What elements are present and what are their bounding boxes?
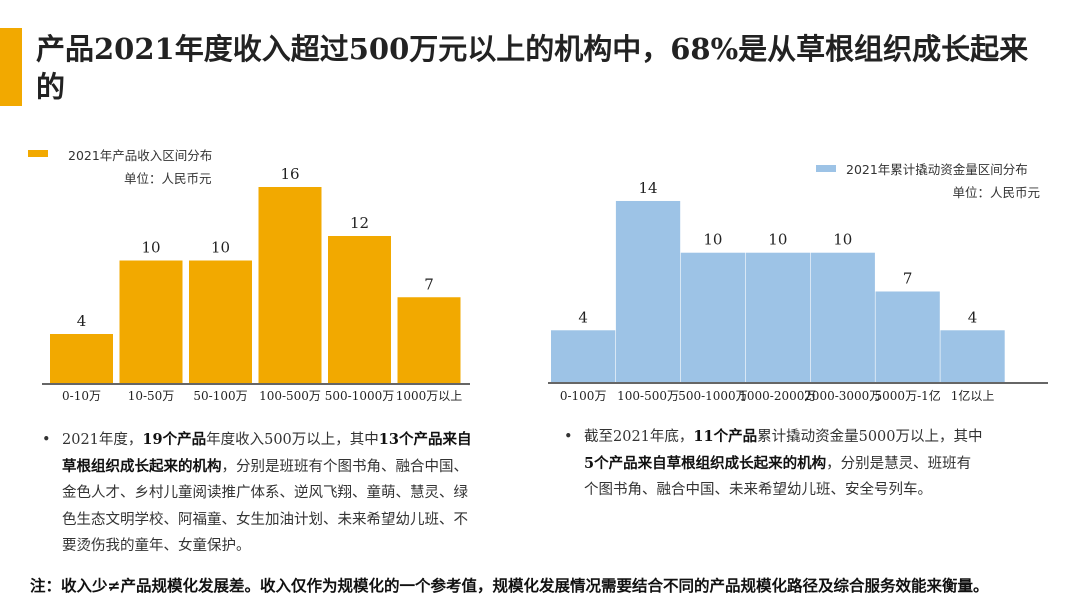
tick-label: 50-100万	[193, 389, 247, 403]
tick-label: 0-10万	[62, 389, 101, 403]
bar	[258, 187, 322, 383]
legend-swatch	[28, 150, 48, 157]
bar	[119, 260, 183, 383]
bullet-marker: •	[564, 429, 573, 445]
data-label: 10	[833, 231, 852, 249]
data-label: 7	[424, 275, 434, 293]
bar	[397, 297, 461, 383]
bar	[50, 334, 113, 383]
bullet-segment: 19个产品	[142, 431, 207, 448]
data-label: 16	[280, 165, 299, 183]
bar	[680, 252, 746, 382]
right-bullet-text: • 截至2021年底，11个产品累计撬动资金量5000万以上，其中 5个产品来自草…	[564, 424, 984, 504]
tick-label: 1000万以上	[396, 389, 463, 403]
data-label: 10	[703, 231, 722, 249]
legend-swatch	[816, 165, 836, 172]
footnote: 注：收入少≠产品规模化发展差。收入仅作为规模化的一个参考值，规模化发展情况需要结…	[30, 576, 989, 595]
bar	[189, 260, 252, 383]
page-title: 产品2021年度收入超过500万元以上的机构中，68%是从草根组织成长起来的	[36, 32, 1029, 104]
unit-label: 单位：人民币元	[952, 185, 1040, 200]
legend-label: 2021年产品收入区间分布	[68, 148, 212, 163]
tick-label: 100-500万	[259, 389, 321, 403]
bullet-segment: 11个产品	[693, 428, 758, 445]
bullet-segment: ，分别是慧灵、班班有个图书角、融合中国、未来希望幼儿班、安全号列车。	[584, 455, 972, 499]
bullet-segment: 截至2021年底，	[584, 429, 694, 445]
bullet-segment: 年度收入500万以上，其中	[206, 432, 379, 448]
data-label: 4	[968, 308, 978, 326]
legend-label: 2021年累计撬动资金量区间分布	[846, 162, 1028, 177]
bullet-segment: 2021年度，	[62, 432, 143, 448]
bullet-segment: 13个产品来自草根组织成长起来的机构	[62, 431, 472, 475]
data-label: 10	[211, 239, 230, 257]
bullet-segment: ，分别是班班有个图书角、融合中国、金色人才、乡村儿童阅读推广体系、逆风飞翔、童萌…	[62, 458, 468, 555]
bullet-marker: •	[42, 432, 51, 448]
tick-label: 500-1000万	[325, 389, 395, 403]
unit-label: 单位：人民币元	[124, 171, 212, 186]
bar	[940, 330, 1005, 382]
data-label: 4	[77, 312, 87, 330]
tick-label: 500-1000万	[678, 389, 748, 403]
bar	[328, 236, 391, 383]
data-label: 4	[578, 308, 588, 326]
bullet-segment: 累计撬动资金量5000万以上，其中	[757, 429, 983, 445]
bar	[745, 252, 810, 382]
data-label: 12	[350, 214, 369, 232]
bar	[875, 291, 940, 382]
tick-label: 100-500万	[617, 389, 679, 403]
bar	[810, 252, 875, 382]
bullet-segment: 5个产品来自草根组织成长起来的机构	[584, 454, 827, 472]
data-label: 7	[903, 269, 913, 287]
title-accent-bar	[0, 28, 22, 106]
data-label: 10	[141, 239, 160, 257]
tick-label: 5000万-1亿	[875, 388, 941, 403]
data-label: 10	[768, 231, 787, 249]
left-bullet-text: • 2021年度，19个产品年度收入500万以上，其中13个产品来自草根组织成长…	[42, 427, 474, 560]
tick-label: 0-100万	[560, 389, 607, 403]
tick-label: 2000-3000万	[804, 389, 881, 403]
tick-label: 1000-2000万	[739, 389, 816, 403]
data-label: 14	[639, 179, 658, 197]
tick-label: 10-50万	[128, 389, 175, 403]
bar	[615, 200, 681, 382]
tick-label: 1亿以上	[951, 388, 995, 403]
bar	[551, 330, 616, 382]
